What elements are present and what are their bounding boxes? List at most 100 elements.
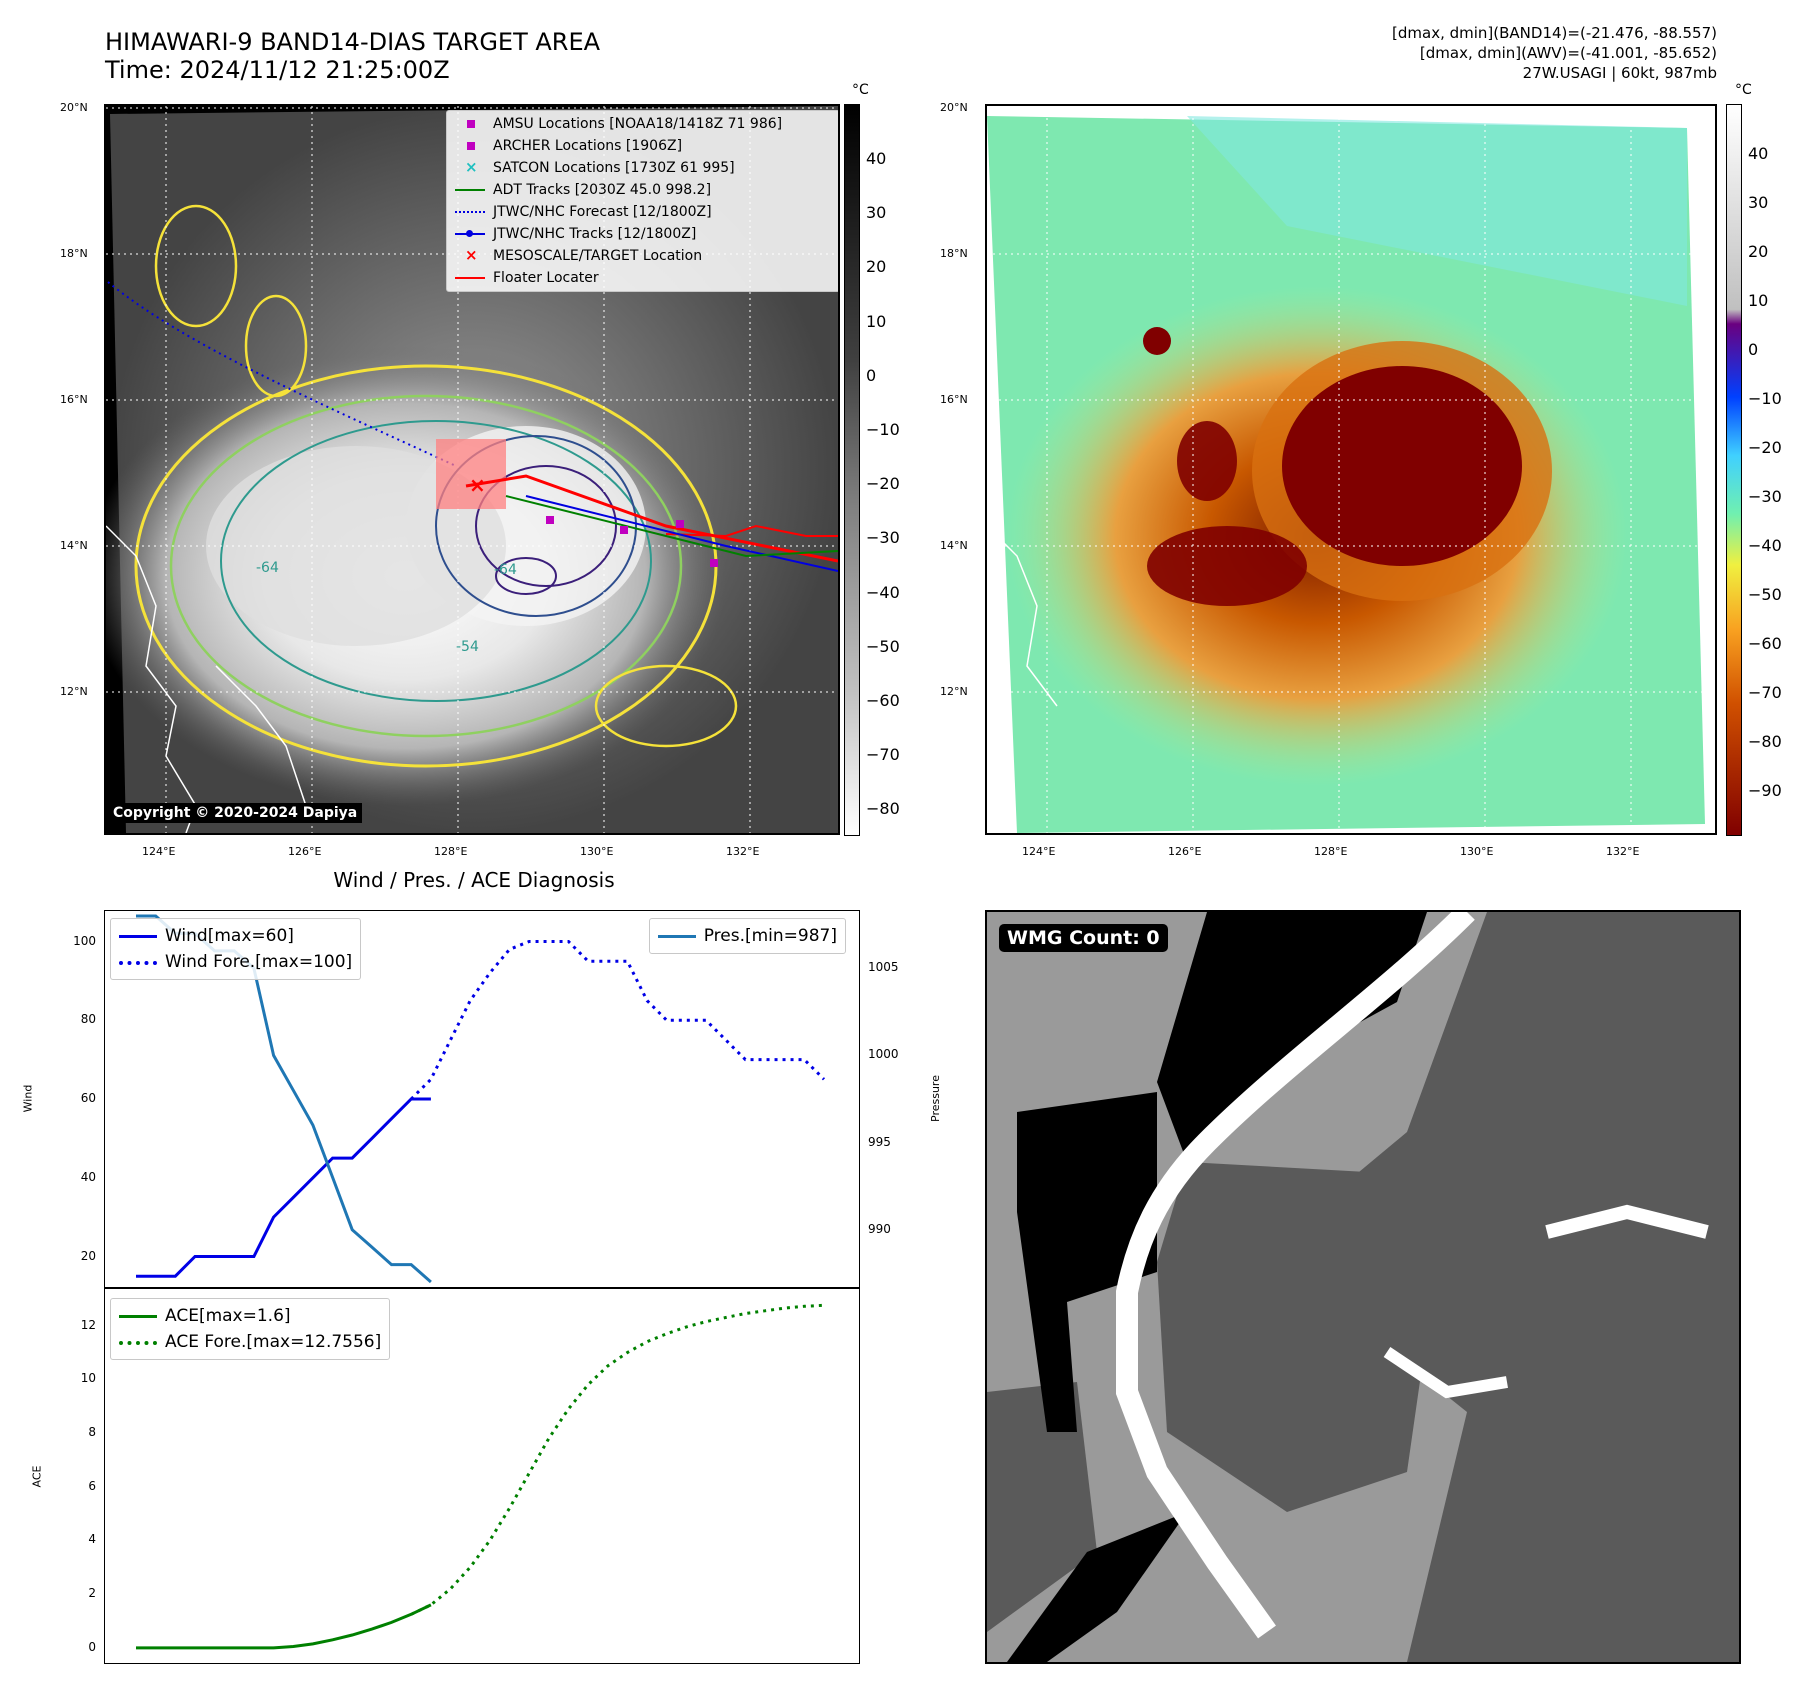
legend-label: Wind Fore.[max=100] <box>165 952 353 972</box>
legend-label: JTWC/NHC Forecast [12/1800Z] <box>493 204 712 220</box>
colorbar-tick-label: −20 <box>866 474 900 494</box>
solid-line-icon <box>657 929 698 943</box>
legend-item-ace: ACE[max=1.6] <box>119 1303 381 1329</box>
awv-colorbar-unit: °C <box>1735 82 1752 98</box>
colorbar-tick-label: −10 <box>1748 389 1782 408</box>
lon-label: 126°E <box>288 845 322 858</box>
legend-item-satcon: × SATCON Locations [1730Z 61 995] <box>453 157 833 179</box>
dmax-band14: [dmax, dmin](BAND14)=(-21.476, -88.557) <box>1392 24 1717 42</box>
ir-legend: AMSU Locations [NOAA18/1418Z 71 986] ARC… <box>446 110 838 292</box>
ace-axis-label: ACE <box>30 1465 44 1488</box>
lat-label: 18°N <box>60 247 88 260</box>
axis-tick-label: 80 <box>80 1012 96 1027</box>
axis-tick-label: 10 <box>80 1371 96 1386</box>
x-marker-icon: × <box>465 158 478 176</box>
dotted-line-icon <box>453 205 487 219</box>
lon-label: 130°E <box>580 845 614 858</box>
solid-line-icon <box>453 183 487 197</box>
axis-tick-label: 0 <box>88 1639 96 1654</box>
lon-label: 124°E <box>142 845 176 858</box>
legend-label: ADT Tracks [2030Z 45.0 998.2] <box>493 182 712 198</box>
colorbar-tick-label: −30 <box>1748 487 1782 506</box>
legend-label: ACE[max=1.6] <box>165 1306 291 1326</box>
colorbar-tick-label: −60 <box>1748 634 1782 653</box>
colorbar-tick-label: −60 <box>866 691 900 710</box>
diagnosis-title: Wind / Pres. / ACE Diagnosis <box>333 868 615 892</box>
lon-label: 132°E <box>1606 845 1640 858</box>
legend-item-pres: Pres.[min=987] <box>657 923 837 949</box>
lon-label: 130°E <box>1460 845 1494 858</box>
axis-tick-label: 100 <box>73 933 96 948</box>
axis-tick-label: 20 <box>80 1248 96 1263</box>
colorbar-tick-label: 0 <box>1748 340 1759 359</box>
lon-label: 124°E <box>1022 845 1056 858</box>
wind-forecast-series-line <box>410 940 826 1101</box>
svg-text:-64: -64 <box>494 562 517 578</box>
dmax-awv: [dmax, dmin](AWV)=(-41.001, -85.652) <box>1419 44 1717 62</box>
solid-line-icon <box>119 1309 159 1323</box>
ace-forecast-series-line <box>410 1303 825 1616</box>
axis-tick-label: 4 <box>88 1532 96 1547</box>
legend-item-adt: ADT Tracks [2030Z 45.0 998.2] <box>453 179 833 201</box>
dotted-line-icon <box>119 1335 159 1349</box>
legend-label: Floater Locater <box>493 270 599 286</box>
colorbar-tick-label: −30 <box>866 528 900 548</box>
legend-label: Wind[max=60] <box>165 926 294 946</box>
lon-label: 126°E <box>1168 845 1202 858</box>
legend-item-mesoscale: × MESOSCALE/TARGET Location <box>453 245 833 267</box>
pres-legend: Pres.[min=987] <box>648 918 846 954</box>
legend-item-wind-fore: Wind Fore.[max=100] <box>119 949 352 975</box>
awv-map-panel <box>985 104 1717 835</box>
lat-label: 14°N <box>940 539 968 552</box>
awv-map-image <box>987 106 1715 833</box>
lat-label: 16°N <box>940 393 968 406</box>
solid-line-icon <box>119 929 159 943</box>
ace-series-line <box>136 1603 432 1650</box>
axis-tick-label: 2 <box>88 1586 96 1601</box>
legend-item-ace-fore: ACE Fore.[max=12.7556] <box>119 1329 381 1355</box>
wind-axis-label: Wind <box>21 1084 35 1113</box>
legend-label: JTWC/NHC Tracks [12/1800Z] <box>493 226 697 242</box>
ir-colorbar-unit: °C <box>852 82 869 98</box>
colorbar-tick-label: −70 <box>1748 683 1782 702</box>
axis-tick-label: 990 <box>868 1221 891 1236</box>
lon-label: 128°E <box>434 845 468 858</box>
figure-title: HIMAWARI-9 BAND14-DIAS TARGET AREA <box>105 28 601 56</box>
legend-item-tracks: JTWC/NHC Tracks [12/1800Z] <box>453 223 833 245</box>
wmg-count-badge: WMG Count: 0 <box>999 924 1168 952</box>
figure-time: Time: 2024/11/12 21:25:00Z <box>105 56 450 84</box>
lon-label: 128°E <box>1314 845 1348 858</box>
ir-colorbar <box>844 104 860 836</box>
axis-tick-label: 1005 <box>868 960 899 975</box>
colorbar-tick-label: −40 <box>1748 536 1782 555</box>
diagnosis-svg <box>98 909 866 1665</box>
colorbar-tick-label: 30 <box>866 203 887 223</box>
colorbar-tick-label: 10 <box>866 311 887 331</box>
lat-label: 20°N <box>940 101 968 114</box>
lat-label: 16°N <box>60 393 88 406</box>
colorbar-tick-label: 40 <box>866 149 887 168</box>
ir-map-panel: × -64 -64 -54 AMSU Locations [NOAA18/141… <box>104 104 840 835</box>
legend-label: AMSU Locations [NOAA18/1418Z 71 986] <box>493 116 783 132</box>
colorbar-tick-label: −40 <box>866 582 900 602</box>
storm-info: 27W.USAGI | 60kt, 987mb <box>1522 64 1717 82</box>
colorbar-tick-label: −80 <box>866 799 900 819</box>
lon-label: 132°E <box>726 845 760 858</box>
colorbar-tick-label: 40 <box>1748 144 1769 163</box>
wmg-panel: WMG Count: 0 <box>985 910 1741 1664</box>
colorbar-tick-label: 30 <box>1748 193 1769 212</box>
legend-label: ARCHER Locations [1906Z] <box>493 138 683 154</box>
colorbar-tick-label: 0 <box>866 365 877 385</box>
wind-series-line <box>136 1097 431 1278</box>
square-marker-icon <box>453 139 487 153</box>
colorbar-tick-label: 20 <box>1748 242 1769 261</box>
lat-label: 12°N <box>940 685 968 698</box>
ace-legend: ACE[max=1.6] ACE Fore.[max=12.7556] <box>110 1298 391 1360</box>
legend-label: Pres.[min=987] <box>703 926 837 946</box>
axis-tick-label: 60 <box>80 1091 96 1105</box>
wmg-image <box>987 912 1739 1662</box>
wind-legend: Wind[max=60] Wind Fore.[max=100] <box>110 918 362 980</box>
square-marker-icon <box>453 117 487 131</box>
colorbar-tick-label: −20 <box>1748 438 1782 457</box>
colorbar-tick-label: 20 <box>866 257 887 277</box>
